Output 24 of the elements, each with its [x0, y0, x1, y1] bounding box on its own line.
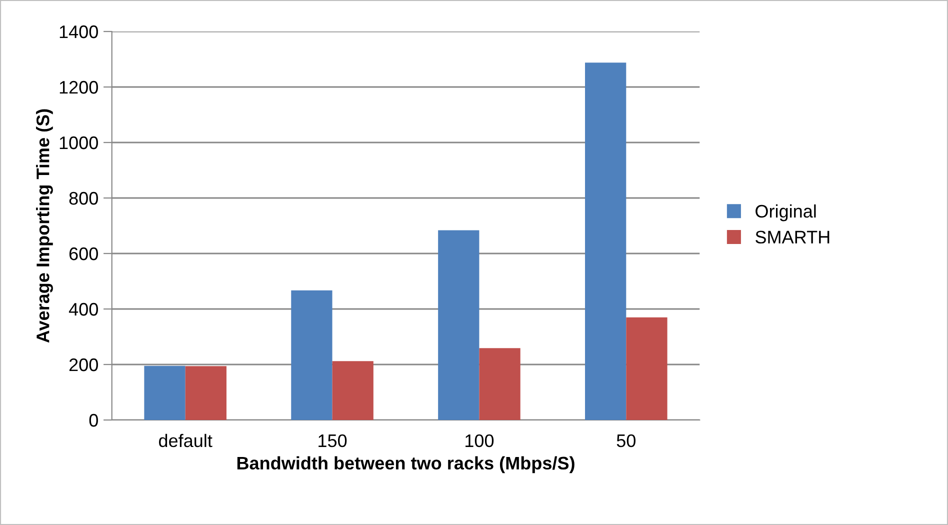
bar — [185, 366, 226, 420]
y-tick-label: 1000 — [60, 136, 98, 150]
y-tick-label: 800 — [69, 192, 98, 205]
bar — [438, 230, 480, 420]
bar — [626, 317, 668, 420]
x-axis-title: Bandwidth between two racks (Mbps/S) — [237, 456, 574, 474]
y-tick-label: 600 — [69, 247, 98, 260]
y-tick-label: 1200 — [60, 80, 98, 94]
y-tick-label: 0 — [89, 414, 98, 427]
y-tick-label: 200 — [69, 358, 98, 372]
bar — [585, 62, 626, 420]
y-tick-label: 400 — [68, 302, 98, 316]
bar — [291, 290, 332, 420]
bar — [332, 361, 374, 420]
legend-label: SMARTH — [756, 230, 830, 244]
y-tick-label: 1400 — [60, 25, 98, 38]
bar — [479, 348, 520, 420]
legend-label: Original — [756, 204, 816, 222]
y-axis-title: Average Importing Time (S) — [36, 109, 53, 343]
x-tick-label: default — [158, 434, 212, 448]
bar — [144, 366, 186, 420]
x-tick-label: 150 — [318, 434, 347, 448]
x-tick-label: 100 — [466, 434, 494, 448]
x-tick-label: 50 — [616, 434, 636, 448]
